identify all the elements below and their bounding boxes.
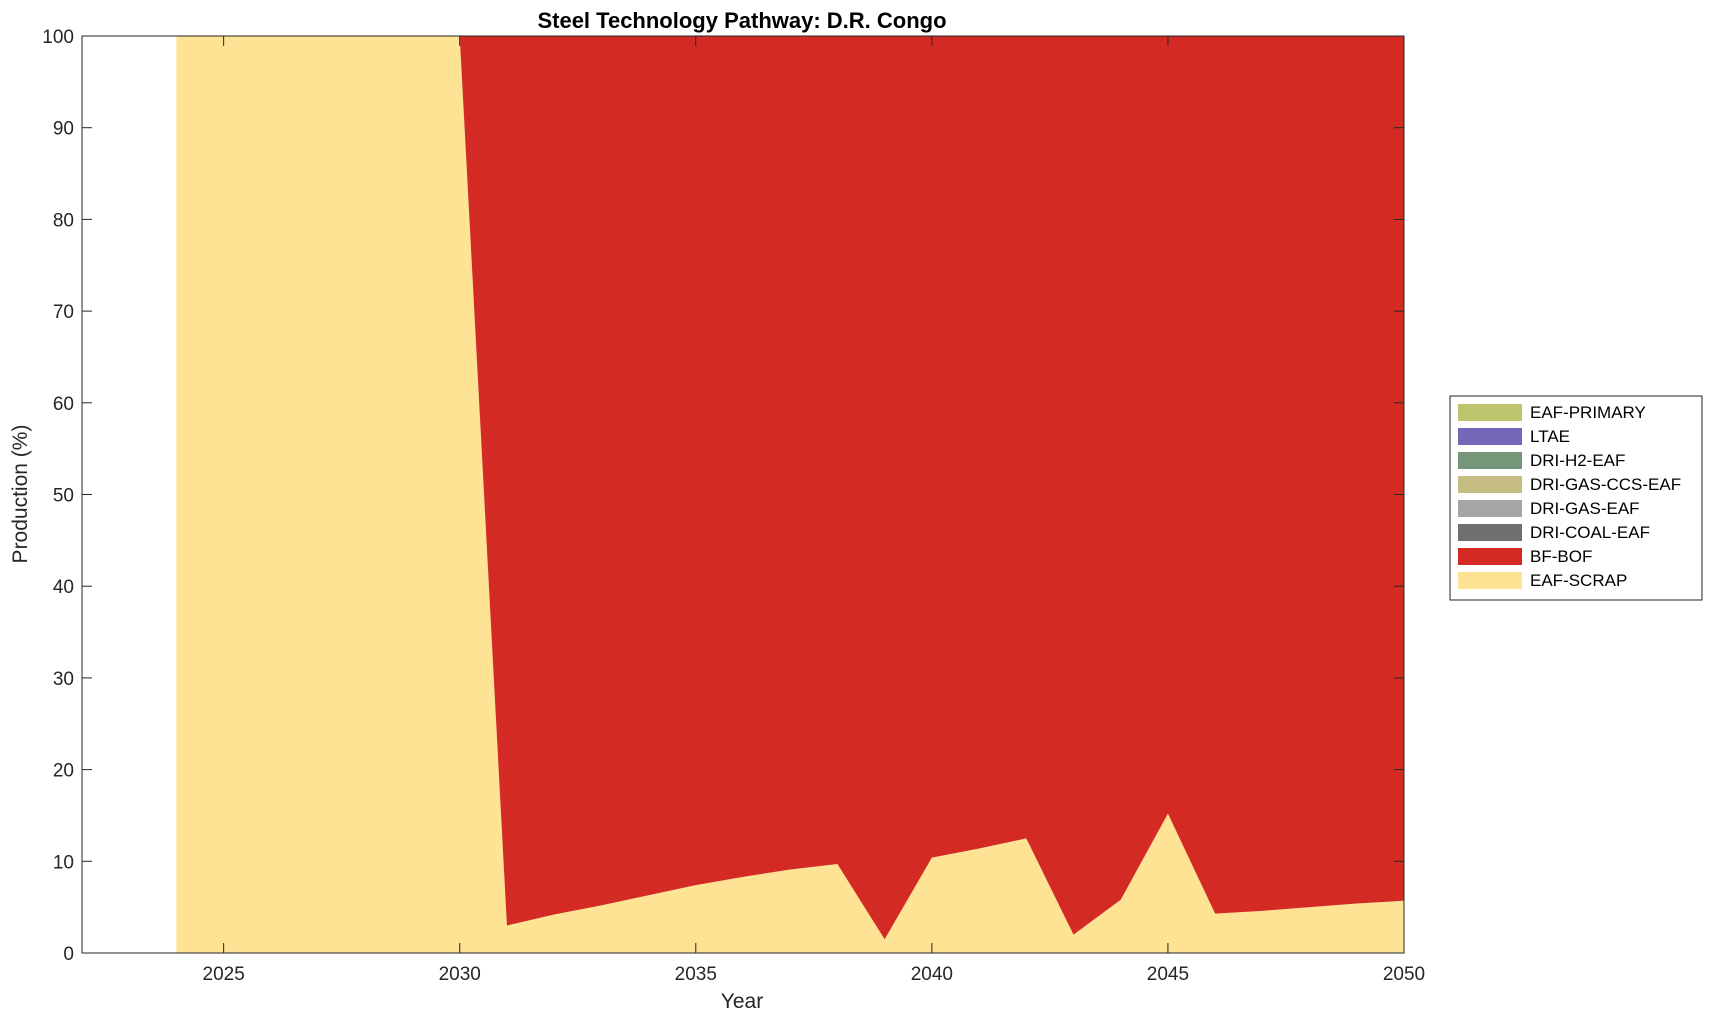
- legend-swatch-dri-coal-eaf: [1458, 524, 1522, 541]
- legend-label-dri-h2-eaf: DRI-H2-EAF: [1530, 451, 1625, 470]
- legend-swatch-dri-h2-eaf: [1458, 452, 1522, 469]
- area-eaf-scrap: [176, 36, 1405, 953]
- x-tick-label: 2035: [675, 964, 717, 985]
- legend-label-dri-coal-eaf: DRI-COAL-EAF: [1530, 523, 1650, 542]
- legend-label-eaf-scrap: EAF-SCRAP: [1530, 571, 1627, 590]
- x-tick-label: 2050: [1383, 964, 1425, 985]
- legend: EAF-PRIMARY LTAE DRI-H2-EAF DRI-GAS-CCS-EAF…: [1449, 395, 1703, 601]
- x-tick-label: 2030: [439, 964, 481, 985]
- y-tick-label: 100: [42, 27, 74, 48]
- y-tick-label: 0: [63, 944, 74, 965]
- y-tick-label: 50: [53, 486, 74, 507]
- legend-swatch-dri-gas-eaf: [1458, 500, 1522, 517]
- legend-swatch-eaf-primary: [1458, 404, 1522, 421]
- y-tick-label: 40: [53, 577, 74, 598]
- chart-title: Steel Technology Pathway: D.R. Congo: [537, 8, 946, 33]
- axes-group: 2025 2030 2035 2040 2045 20500102030405060708…: [42, 27, 1425, 985]
- legend-box: [1449, 395, 1703, 601]
- legend-label-dri-gas-eaf: DRI-GAS-EAF: [1530, 499, 1640, 518]
- y-tick-label: 80: [53, 210, 74, 231]
- legend-label-eaf-primary: EAF-PRIMARY: [1530, 403, 1646, 422]
- legend-label-bf-bof: BF-BOF: [1530, 547, 1592, 566]
- y-tick-label: 90: [53, 119, 74, 140]
- x-tick-label: 2025: [203, 964, 245, 985]
- x-axis-label: Year: [721, 990, 763, 1013]
- x-tick-label: 2045: [1147, 964, 1189, 985]
- y-tick-label: 20: [53, 761, 74, 782]
- y-tick-label: 60: [53, 394, 74, 415]
- area-series-group: [176, 36, 1405, 953]
- legend-label-ltae: LTAE: [1530, 427, 1570, 446]
- legend-swatch-bf-bof: [1458, 548, 1522, 565]
- legend-swatch-eaf-scrap: [1458, 572, 1522, 589]
- y-tick-label: 30: [53, 669, 74, 690]
- legend-swatch-dri-gas-ccs-eaf: [1458, 476, 1522, 493]
- y-tick-label: 10: [53, 852, 74, 873]
- y-tick-label: 70: [53, 302, 74, 323]
- legend-swatch-ltae: [1458, 428, 1522, 445]
- area-bf-bof: [176, 36, 1405, 940]
- legend-label-dri-gas-ccs-eaf: DRI-GAS-CCS-EAF: [1530, 475, 1681, 494]
- x-tick-label: 2040: [911, 964, 953, 985]
- y-axis-label: Production (%): [9, 425, 32, 564]
